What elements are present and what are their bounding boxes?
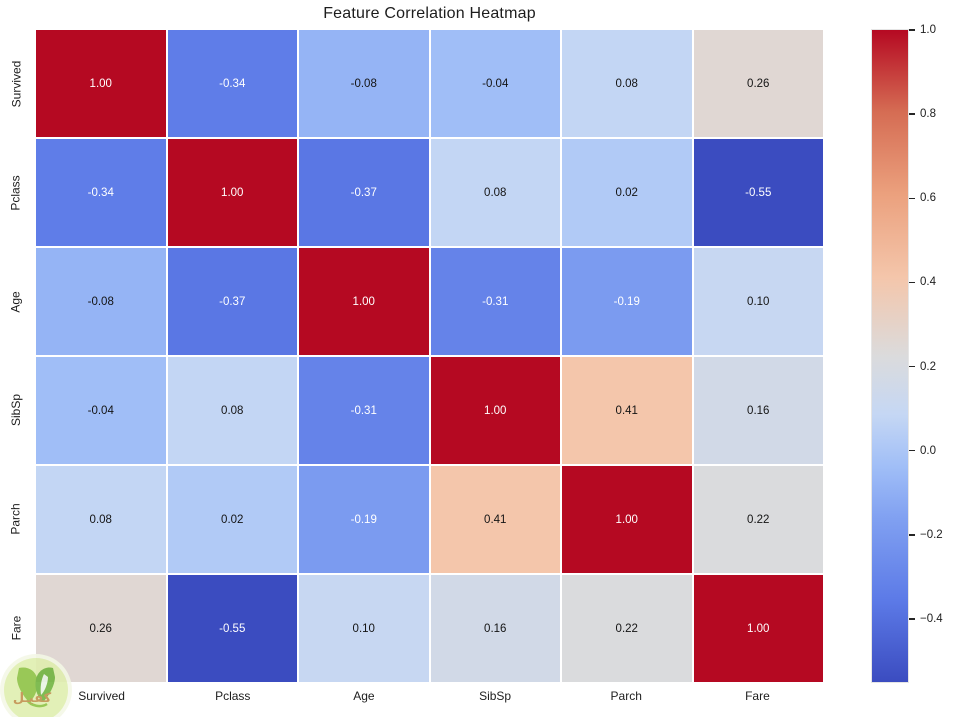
y-axis-label-SibSp: SibSp	[9, 394, 23, 427]
heatmap-cell-Pclass-Parch: 0.02	[562, 139, 692, 246]
x-axis-label-SibSp: SibSp	[479, 689, 512, 703]
colorbar-tick-label: 0.8	[920, 108, 936, 121]
x-axis-label-Pclass: Pclass	[215, 689, 251, 703]
x-axis-label-Age: Age	[353, 689, 375, 703]
heatmap-cell-Survived-Parch: 0.08	[562, 30, 692, 137]
heatmap-cell-SibSp-Age: -0.31	[299, 357, 429, 464]
heatmap-cell-Parch-Parch: 1.00	[562, 466, 692, 573]
heatmap-cell-Age-Parch: -0.19	[562, 248, 692, 355]
heatmap-cell-Survived-Fare: 0.26	[693, 30, 823, 137]
heatmap-cell-SibSp-Survived: -0.04	[36, 357, 166, 464]
y-axis-label-Age: Age	[8, 290, 23, 313]
heatmap-cell-Pclass-Survived: -0.34	[36, 139, 166, 246]
colorbar-tick-label: 1.0	[920, 24, 936, 36]
colorbar-tick-label: −0.4	[920, 612, 943, 625]
colorbar-tick-mark	[909, 197, 915, 199]
watermark-text: كفيـل	[12, 690, 52, 705]
heatmap-cell-Age-SibSp: -0.31	[430, 248, 560, 355]
colorbar-tick-mark	[909, 281, 915, 284]
colorbar	[871, 29, 909, 683]
heatmap-cell-Fare-Age: 0.10	[299, 575, 429, 682]
x-axis-label-Survived: Survived	[78, 689, 125, 703]
heatmap-cell-Age-Fare: 0.10	[693, 248, 823, 355]
heatmap-cell-Survived-Survived: 1.00	[36, 30, 166, 137]
colorbar-tick-mark	[909, 29, 915, 31]
y-axis-label-Pclass: Pclass	[9, 175, 23, 211]
heatmap-cell-Pclass-Fare: -0.55	[693, 139, 823, 246]
colorbar-tick-mark	[909, 113, 915, 115]
colorbar-tick-label: 0.0	[920, 444, 936, 457]
chart-title: Feature Correlation Heatmap	[323, 5, 536, 22]
colorbar-tick-label: 0.4	[920, 276, 936, 289]
y-axis-label-Parch: Parch	[8, 503, 23, 535]
heatmap-cell-Parch-Fare: 0.22	[693, 466, 823, 573]
colorbar-tick-label: −0.2	[920, 528, 943, 541]
x-axis-label-Fare: Fare	[745, 689, 770, 703]
heatmap-cell-Fare-Parch: 0.22	[562, 575, 692, 682]
heatmap-cell-SibSp-Fare: 0.16	[693, 357, 823, 464]
heatmap-cell-SibSp-SibSp: 1.00	[430, 357, 560, 464]
heatmap-cell-Age-Survived: -0.08	[36, 248, 166, 355]
heatmap-cell-SibSp-Parch: 0.41	[562, 357, 692, 464]
heatmap-cell-SibSp-Pclass: 0.08	[167, 357, 297, 464]
watermark-logo	[0, 654, 72, 717]
heatmap-cell-Survived-Pclass: -0.34	[167, 30, 297, 137]
heatmap-cell-Survived-SibSp: -0.04	[430, 30, 560, 137]
heatmap-cell-Age-Pclass: -0.37	[167, 248, 297, 355]
colorbar-tick-mark	[909, 534, 915, 536]
heatmap-cell-Fare-Pclass: -0.55	[167, 575, 297, 682]
colorbar-tick-mark	[909, 618, 915, 620]
x-axis-label-Parch: Parch	[610, 689, 642, 703]
heatmap-grid: 1.00 -0.34 -0.08 -0.04 0.08 0.26 -0.34 1.00 -0.3…	[36, 30, 823, 682]
heatmap-cell-Age-Age: 1.00	[299, 248, 429, 355]
colorbar-tick-mark	[909, 449, 915, 452]
heatmap-cell-Parch-SibSp: 0.41	[430, 466, 560, 573]
leaf-icon	[0, 654, 72, 717]
heatmap-cell-Parch-Pclass: 0.02	[167, 466, 297, 573]
heatmap-cell-Pclass-Pclass: 1.00	[167, 139, 297, 246]
colorbar-tick-label: 0.6	[920, 192, 936, 205]
colorbar-tick-mark	[909, 365, 915, 368]
heatmap-cell-Parch-Survived: 0.08	[36, 466, 166, 573]
heatmap-cell-Parch-Age: -0.19	[299, 466, 429, 573]
heatmap-cell-Fare-Fare: 1.00	[693, 575, 823, 682]
heatmap-cell-Survived-Age: -0.08	[299, 30, 429, 137]
heatmap-cell-Pclass-Age: -0.37	[299, 139, 429, 246]
y-axis-label-Survived: Survived	[9, 60, 23, 108]
heatmap-cell-Pclass-SibSp: 0.08	[430, 139, 560, 246]
heatmap-cell-Fare-SibSp: 0.16	[430, 575, 560, 682]
colorbar-tick-label: 0.2	[920, 360, 936, 373]
